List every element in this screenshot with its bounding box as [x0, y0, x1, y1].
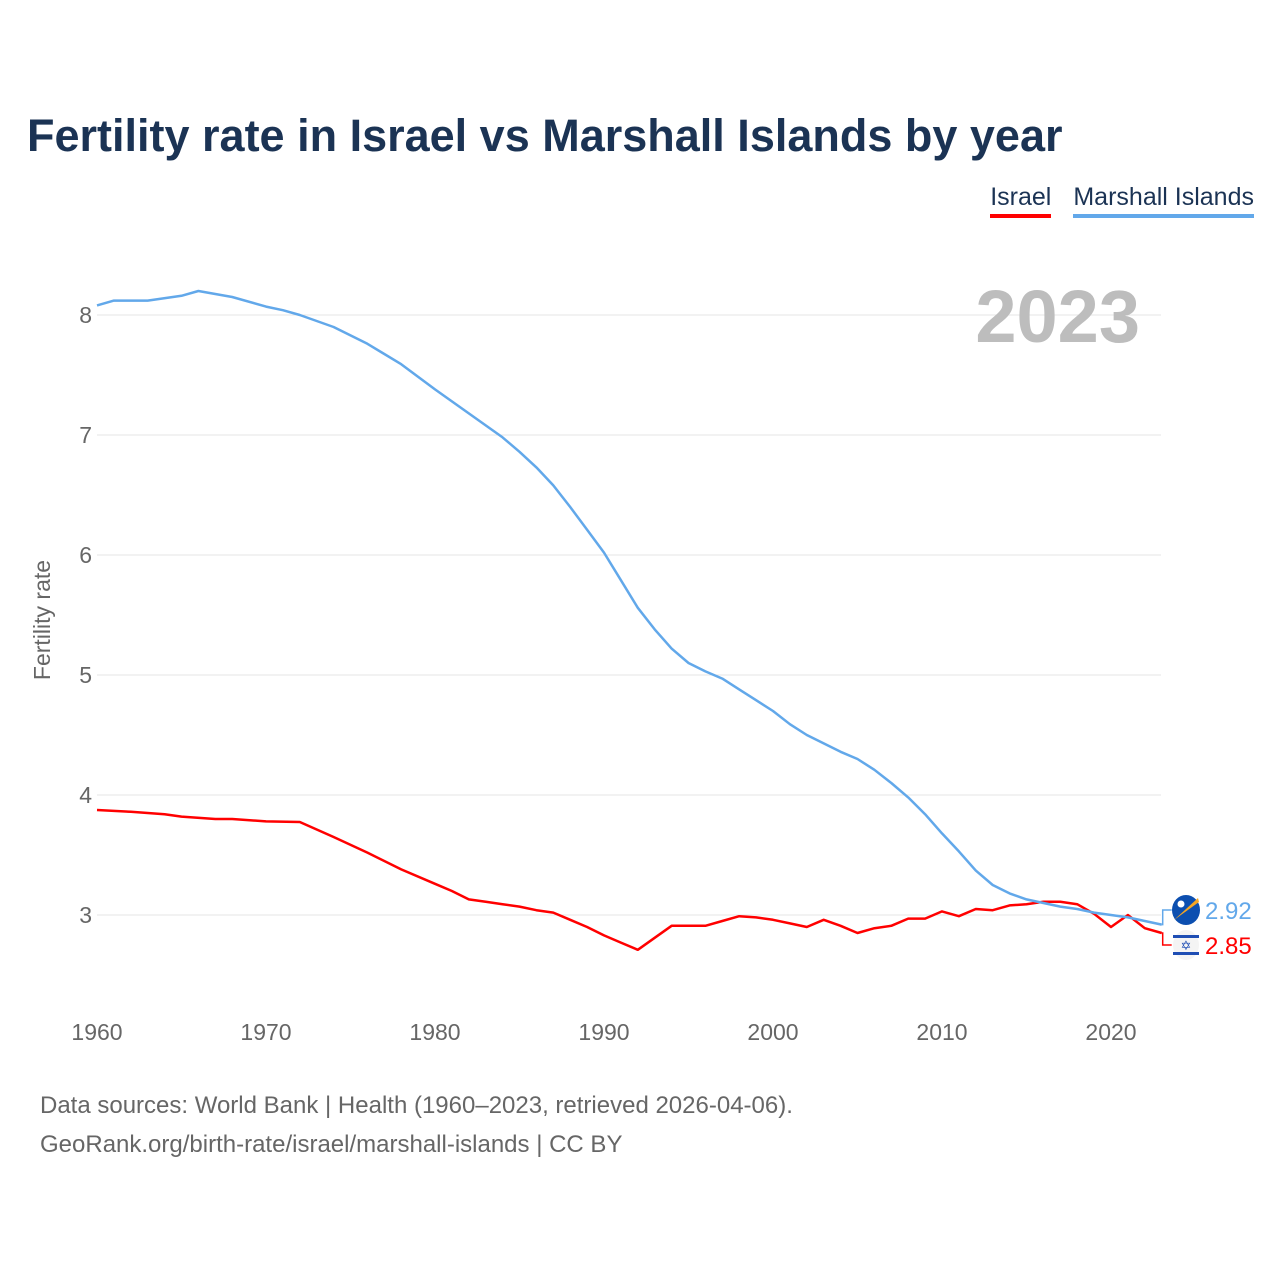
legend: Israel Marshall Islands — [990, 183, 1254, 218]
end-value-label: 2.92 — [1205, 898, 1252, 925]
flag-stripe — [1173, 935, 1199, 938]
y-tick-label: 6 — [79, 542, 92, 568]
x-tick-label: 2010 — [916, 1019, 967, 1045]
y-tick-label: 7 — [79, 422, 92, 448]
flag-stripe — [1173, 952, 1199, 955]
y-tick-label: 5 — [79, 662, 92, 688]
marshall-islands-flag-icon — [1172, 895, 1200, 925]
end-connector — [1161, 909, 1172, 926]
y-tick-label: 3 — [79, 902, 92, 928]
x-tick-label: 2000 — [747, 1019, 798, 1045]
x-tick-label: 1970 — [240, 1019, 291, 1045]
flag-star — [1177, 900, 1185, 908]
legend-item-marshall-islands[interactable]: Marshall Islands — [1073, 183, 1254, 218]
year-watermark: 2023 — [975, 275, 1140, 358]
star-of-david: ✡ — [1181, 938, 1192, 953]
credit-link[interactable]: GeoRank.org/birth-rate/israel/marshall-i… — [40, 1131, 623, 1158]
legend-item-israel[interactable]: Israel — [990, 183, 1052, 218]
chart-title: Fertility rate in Israel vs Marshall Isl… — [27, 110, 1063, 161]
x-tick-label: 1960 — [71, 1019, 122, 1045]
x-tick-label: 1990 — [578, 1019, 629, 1045]
end-connector — [1161, 932, 1172, 946]
y-axis-label: Fertility rate — [29, 560, 55, 680]
series-line-marshall-islands — [96, 289, 1162, 926]
series-line-israel — [96, 808, 1163, 952]
y-tick-label: 8 — [79, 302, 92, 328]
y-tick-label: 4 — [79, 782, 92, 808]
israel-flag-icon: ✡ — [1173, 930, 1199, 960]
footer: Data sources: World Bank | Health (1960–… — [40, 1086, 793, 1164]
flag-ray — [1174, 898, 1199, 920]
end-value-label: 2.85 — [1205, 933, 1252, 960]
data-source: Data sources: World Bank | Health (1960–… — [40, 1092, 793, 1119]
x-tick-label: 1980 — [409, 1019, 460, 1045]
x-tick-label: 2020 — [1085, 1019, 1136, 1045]
